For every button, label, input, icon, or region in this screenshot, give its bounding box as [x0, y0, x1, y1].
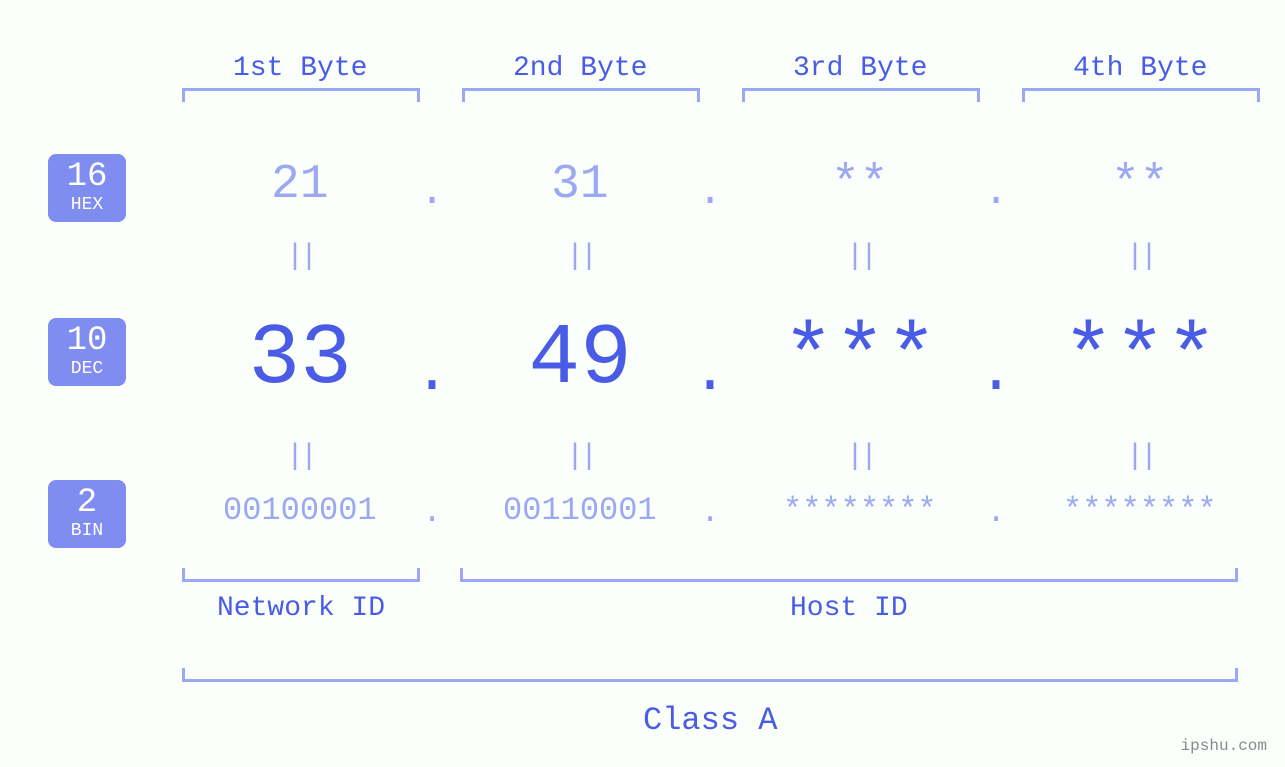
base-badge-number: 16: [48, 160, 126, 194]
byte-header-label: 1st Byte: [233, 53, 367, 84]
bin-value: ********: [783, 492, 937, 529]
byte-top-bracket: [462, 88, 700, 102]
hex-value: **: [1111, 158, 1169, 212]
equals-icon: ||: [1126, 440, 1154, 474]
watermark: ipshu.com: [1181, 737, 1267, 755]
dec-value: 49: [529, 310, 632, 408]
dec-value: ***: [1063, 310, 1218, 408]
equals-icon: ||: [286, 240, 314, 274]
equals-icon: ||: [566, 440, 594, 474]
base-badge-label: HEX: [48, 196, 126, 216]
byte-header-label: 3rd Byte: [793, 53, 927, 84]
byte-top-bracket: [742, 88, 980, 102]
byte-header-label: 2nd Byte: [513, 53, 647, 84]
base-badge-bin: 2BIN: [48, 480, 126, 548]
class-label: Class A: [643, 702, 777, 739]
class-bracket: [182, 668, 1238, 682]
base-badge-number: 10: [48, 324, 126, 358]
base-badge-label: DEC: [48, 360, 126, 380]
byte-header-label: 4th Byte: [1073, 53, 1207, 84]
hex-value: 31: [551, 158, 609, 212]
dec-value: ***: [783, 310, 938, 408]
hex-dot: .: [420, 168, 445, 216]
base-badge-dec: 10DEC: [48, 318, 126, 386]
byte-top-bracket: [182, 88, 420, 102]
equals-icon: ||: [1126, 240, 1154, 274]
bin-value: 00100001: [223, 492, 377, 529]
base-badge-label: BIN: [48, 522, 126, 542]
hex-value: 21: [271, 158, 329, 212]
network-id-bracket: [182, 568, 420, 582]
dec-dot: .: [978, 340, 1014, 408]
bin-dot: .: [987, 494, 1006, 531]
host-id-label: Host ID: [790, 593, 908, 624]
equals-icon: ||: [846, 440, 874, 474]
host-id-bracket: [460, 568, 1238, 582]
bin-dot: .: [701, 494, 720, 531]
dec-value: 33: [249, 310, 352, 408]
equals-icon: ||: [846, 240, 874, 274]
hex-value: **: [831, 158, 889, 212]
bin-value: 00110001: [503, 492, 657, 529]
byte-top-bracket: [1022, 88, 1260, 102]
network-id-label: Network ID: [217, 593, 385, 624]
base-badge-hex: 16HEX: [48, 154, 126, 222]
equals-icon: ||: [286, 440, 314, 474]
equals-icon: ||: [566, 240, 594, 274]
bin-dot: .: [423, 494, 442, 531]
dec-dot: .: [414, 340, 450, 408]
dec-dot: .: [692, 340, 728, 408]
hex-dot: .: [698, 168, 723, 216]
hex-dot: .: [984, 168, 1009, 216]
base-badge-number: 2: [48, 486, 126, 520]
bin-value: ********: [1063, 492, 1217, 529]
